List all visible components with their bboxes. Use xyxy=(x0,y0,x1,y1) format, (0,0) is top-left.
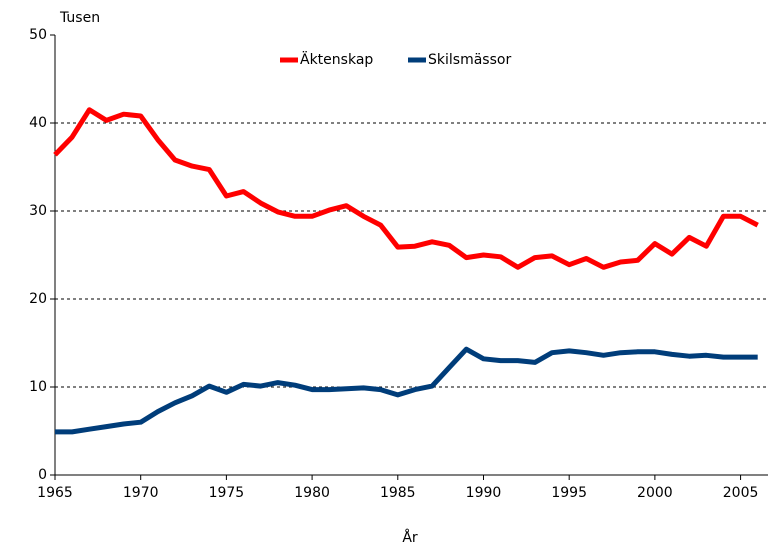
x-tick-label: 1970 xyxy=(123,485,159,501)
legend-label: Skilsmässor xyxy=(428,52,511,68)
series-line xyxy=(53,107,759,270)
y-tick-label: 50 xyxy=(29,27,47,43)
y-tick-label: 30 xyxy=(29,203,47,219)
x-tick-label: 1985 xyxy=(380,485,416,501)
x-tick-label: 2000 xyxy=(637,485,673,501)
x-tick-label: 1965 xyxy=(37,485,73,501)
x-axis-label: År xyxy=(402,529,418,546)
x-tick-label: 1995 xyxy=(551,485,587,501)
y-tick-label: 40 xyxy=(29,115,47,131)
x-tick-label: 1980 xyxy=(294,485,330,501)
x-tick-label: 2005 xyxy=(723,485,759,501)
y-tick-label: 20 xyxy=(29,291,47,307)
legend-label: Äktenskap xyxy=(300,50,373,68)
x-tick-label: 1975 xyxy=(209,485,245,501)
x-tick-label: 1990 xyxy=(466,485,502,501)
y-axis-label: Tusen xyxy=(59,10,100,26)
series-line xyxy=(55,346,758,435)
y-tick-label: 10 xyxy=(29,379,47,395)
y-tick-label: 0 xyxy=(38,467,47,483)
